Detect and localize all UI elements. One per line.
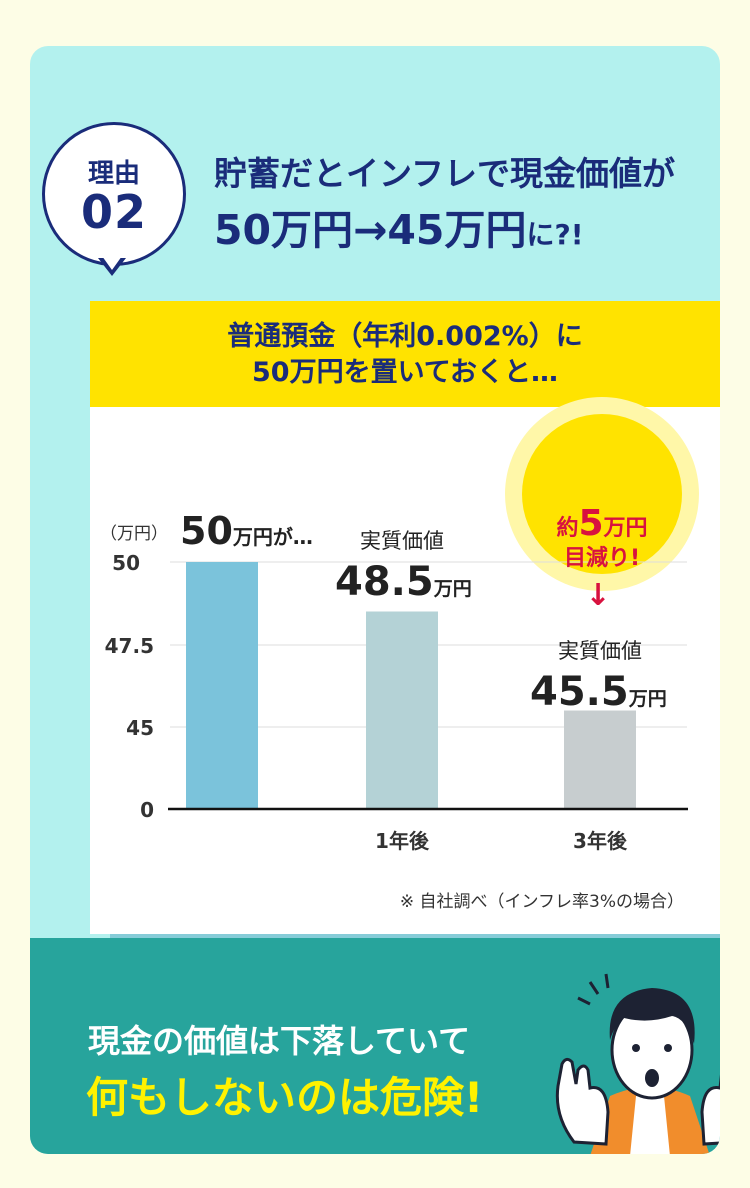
badge-number: 02 [80,185,147,239]
hair-shape [609,988,695,1044]
headline-line2: 50万円→45万円に?! [214,202,675,263]
x-tick-1-year: 1年後 [375,829,430,853]
panel-title-line1: 普通預金（年利0.002%）に [227,321,583,352]
y-tick-0: 0 [140,798,154,822]
worried-person-illustration [555,973,720,1154]
bar-label-3-year: 45.5万円 [530,669,667,715]
warning-line2: 何もしないのは危険! [86,1073,484,1122]
callout-label: 目減り! [564,546,640,571]
callout-circle [522,414,682,574]
down-arrow-icon: ↓ [585,578,610,613]
warning-line1: 現金の価値は下落していて [88,1022,471,1060]
chart-panel: 普通預金（年利0.002%）に 50万円を置いておくと… （万円） 50 47.… [90,301,720,934]
headline-suffix: に?! [526,218,584,251]
badge-tail-inner-shape [102,256,122,270]
headline-line1: 貯蓄だとインフレで現金価値が [214,154,676,193]
reason-card: 普通預金（年利0.002%）に 50万円を置いておくと… （万円） 50 47.… [30,46,720,1154]
reason-badge: 理由 02 [42,122,186,266]
headline: 貯蓄だとインフレで現金価値が 50万円→45万円に?! [214,152,675,263]
bar-chart: （万円） 50 47.5 45 0 1年後 3年後 50万円が… 実質価値 48… [100,397,699,853]
y-unit-label: （万円） [100,524,168,544]
bar-1-year [366,611,438,809]
headline-amount: 50万円→45万円 [214,206,527,254]
badge-label: 理由 [87,159,140,189]
bar-label-3-year-prefix: 実質価値 [558,639,642,663]
bar-now [186,562,258,809]
callout-amount: 約5万円 [556,503,647,544]
bar-3-year [564,710,636,809]
shirt-shape [630,1096,670,1154]
source-note: ※ 自社調べ（インフレ率3%の場合） [399,892,684,912]
bar-label-1-year: 48.5万円 [335,559,472,605]
bar-label-1-year-prefix: 実質価値 [360,529,444,553]
warning-banner: 現金の価値は下落していて 何もしないのは危険! [30,938,720,1154]
y-tick-47-5: 47.5 [105,634,154,658]
mouth-shape [645,1069,659,1087]
right-hand-shape [700,1074,720,1146]
panel-title-line2: 50万円を置いておくと… [252,357,558,388]
left-eye-shape [632,1044,640,1052]
left-hand-shape [555,1057,610,1146]
surprise-lines-icon [577,973,610,1006]
y-tick-50: 50 [112,551,140,575]
bar-label-now: 50万円が… [180,509,313,553]
panel-header: 普通預金（年利0.002%）に 50万円を置いておくと… [90,301,720,407]
right-eye-shape [664,1044,672,1052]
y-tick-45: 45 [126,716,154,740]
x-tick-3-year: 3年後 [573,829,628,853]
